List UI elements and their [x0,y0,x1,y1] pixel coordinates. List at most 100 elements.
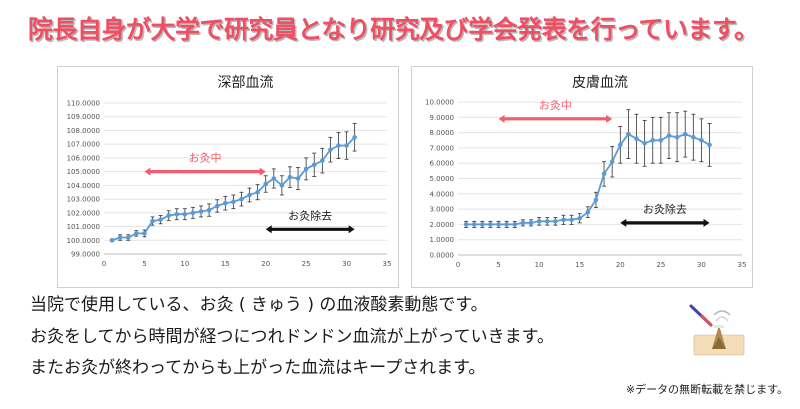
data-point [617,142,623,148]
data-point [650,137,656,143]
annotation-label: お灸除去 [643,202,687,216]
data-point [279,183,285,188]
data-point [117,235,123,240]
y-tick-label: 2.0000 [430,221,455,229]
y-tick-label: 10.0000 [425,99,454,107]
data-point [707,142,712,148]
chart-title: 深部血流 [218,75,274,91]
data-point [271,176,277,181]
y-tick-label: 101.0000 [67,223,100,231]
x-tick-label: 15 [221,260,230,268]
data-point [247,192,252,198]
y-tick-label: 8.0000 [430,129,455,137]
moxa-removed-arrow [620,218,710,227]
arrow-head [606,114,613,123]
data-point [488,222,493,227]
data-point [553,219,558,224]
data-point [536,219,542,224]
data-point [658,137,664,143]
data-point [263,181,269,187]
x-tick-label: 5 [142,260,146,268]
arrow-head [620,218,627,227]
data-point [634,136,639,142]
data-point [125,235,131,240]
data-point [544,219,550,224]
moxa-during-arrow [498,114,613,123]
x-tick-label: 20 [616,261,625,269]
x-tick-label: 0 [102,260,106,268]
moxa-removed-arrow [265,225,355,234]
x-tick-label: 10 [535,261,544,269]
data-point [311,162,317,168]
data-point [174,211,180,217]
y-tick-label: 9.0000 [430,114,455,122]
x-tick-label: 35 [738,261,747,269]
data-point [577,215,583,221]
x-tick-label: 25 [656,261,665,269]
data-point [674,134,680,140]
data-point [344,143,349,148]
y-tick-label: 1.0000 [430,236,455,244]
x-tick-label: 5 [496,261,500,269]
y-tick-label: 5.0000 [430,175,455,183]
deep-blood-flow-chart: 深部血流 99.0000 100.0000 101.0000 102.0000 103.0… [57,66,399,288]
arrow-head [144,167,151,176]
description-text: 当院で使用している、お灸 ( きゅう ) の血液酸素動態です。 お灸をしてから時… [30,290,554,385]
arrow-head [259,167,266,176]
y-tick-label: 4.0000 [430,190,455,198]
data-point [699,137,704,143]
data-point [528,220,534,226]
data-point [239,196,244,202]
data-point [666,133,672,138]
x-tick-label: 25 [302,260,311,268]
chart-title: 皮膚血流 [572,75,628,91]
y-tick-label: 6.0000 [430,160,455,168]
y-tick-label: 106.0000 [67,154,100,162]
moxa-during-arrow [144,167,266,176]
series-line [111,136,356,242]
data-point [198,209,204,214]
annotation-label: お灸除去 [288,208,332,222]
x-tick-label: 30 [697,261,706,269]
data-point [328,147,333,152]
y-tick-label: 7.0000 [430,144,455,152]
data-point [626,131,631,137]
y-tick-label: 3.0000 [430,206,455,214]
data-point [496,222,501,227]
description-line-1: 当院で使用している、お灸 ( きゅう ) の血液酸素動態です。 [30,295,488,315]
data-point [691,134,696,140]
x-tick-label: 10 [180,260,189,268]
data-point [352,135,357,140]
data-point [593,197,599,203]
y-tick-label: 103.0000 [67,196,100,204]
y-tick-label: 0.0000 [430,252,455,260]
y-tick-label: 102.0000 [67,209,100,217]
y-tick-label: 99.0000 [71,251,100,259]
data-point [214,203,220,209]
y-tick-label: 108.0000 [67,127,100,135]
data-point [520,220,526,226]
skin-blood-flow-plot: 皮膚血流 0.0000 1.0000 2.0000 3.0000 4.0000 5.0000… [425,75,747,269]
data-point [512,222,518,227]
annotation-label: お灸中 [189,151,222,165]
data-point [109,237,115,243]
y-tick-label: 107.0000 [67,141,100,149]
data-point [682,131,688,137]
data-point [255,189,260,195]
x-tick-label: 20 [261,260,270,268]
description-line-2: お灸をしてから時間が経つにつれドンドン血流が上がっていきます。 [30,326,554,347]
data-point [642,141,647,146]
data-point [190,210,196,216]
x-tick-label: 0 [456,261,460,269]
data-point [134,231,139,236]
data-point [303,166,309,172]
moxa-illustration-icon [689,304,745,356]
y-tick-label: 104.0000 [67,182,100,190]
y-tick-label: 109.0000 [67,113,100,121]
arrow-head [348,225,355,234]
description-line-3: またお灸が終わってからも上がった血流はキープされます。 [30,358,486,378]
data-point [569,217,574,223]
data-point [480,222,485,227]
skin-blood-flow-chart: 皮膚血流 0.0000 1.0000 2.0000 3.0000 4.0000 5.0000… [411,66,753,288]
data-point [158,217,163,222]
